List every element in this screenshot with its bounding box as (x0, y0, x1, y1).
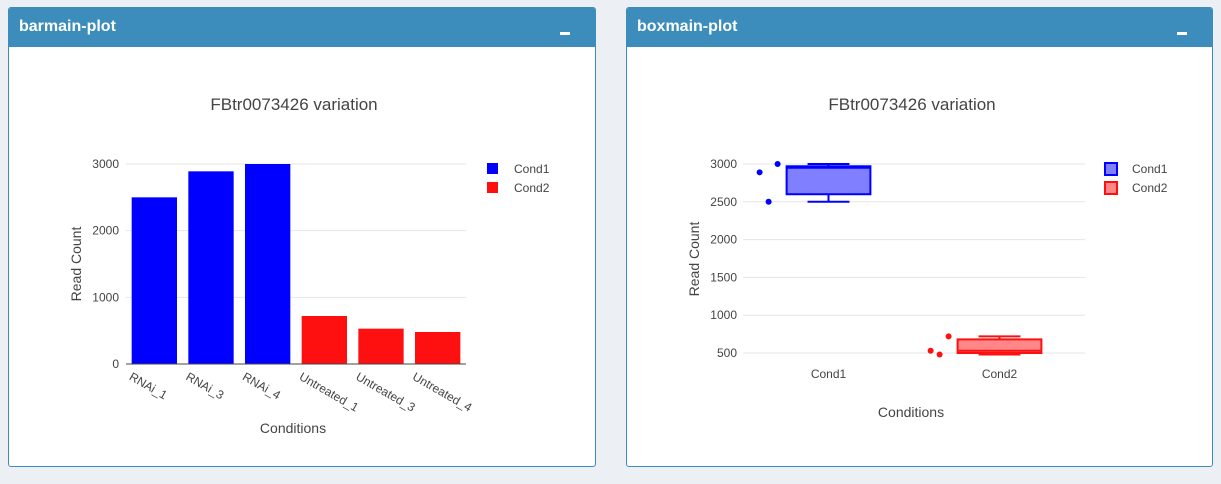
y-tick-label: 1000 (92, 290, 119, 304)
box-chart: FBtr0073426 variation 500 1000 1500 2000 250… (686, 95, 1168, 420)
data-point (927, 347, 934, 354)
minus-icon (560, 32, 570, 35)
x-tick-label: Untreated_3 (354, 369, 418, 414)
y-tick-label: 1500 (710, 270, 737, 284)
data-point (774, 161, 781, 167)
y-tick-label: 1000 (710, 308, 737, 322)
x-tick-label: Cond1 (811, 367, 847, 381)
bar (415, 332, 461, 364)
collapse-button[interactable] (1174, 18, 1190, 38)
x-tick-label: RNAi_4 (240, 369, 283, 402)
x-tick-label: RNAi_1 (127, 369, 170, 402)
data-point (765, 198, 772, 205)
data-point (756, 169, 763, 176)
x-tick-label: Untreated_1 (297, 369, 361, 414)
y-axis-title: Read Count (686, 222, 702, 297)
legend-swatch (1104, 162, 1118, 176)
x-axis-title: Conditions (878, 404, 944, 420)
bar (358, 328, 404, 364)
panel-title: barmain-plot (19, 18, 116, 35)
x-tick-label: RNAi_3 (184, 369, 227, 402)
legend-swatch (487, 182, 498, 193)
legend-swatch (487, 163, 498, 174)
panel-header: barmain-plot (9, 8, 595, 47)
legend-swatch (1104, 181, 1118, 195)
bar (301, 316, 347, 364)
boxmain-plot-panel: boxmain-plot FBtr0073426 variation 500 10… (626, 7, 1213, 467)
legend-label: Cond1 (514, 162, 550, 176)
x-axis-title: Conditions (260, 420, 326, 436)
y-tick-label: 2500 (710, 195, 737, 209)
legend-label: Cond1 (1132, 162, 1168, 176)
bar (245, 164, 291, 364)
y-tick-label: 2000 (92, 224, 119, 238)
barmain-plot-panel: barmain-plot FBtr0073426 variation 0 1000… (8, 7, 596, 467)
collapse-button[interactable] (557, 18, 573, 38)
x-tick-label: Untreated_4 (410, 369, 474, 414)
minus-icon (1177, 32, 1187, 35)
bar-chart: FBtr0073426 variation 0 1000 2000 3000 RNAi… (68, 95, 550, 436)
box (956, 338, 1043, 354)
y-tick-label: 2000 (710, 233, 737, 247)
chart-title: FBtr0073426 variation (210, 95, 377, 114)
data-point (936, 351, 943, 358)
y-tick-label: 0 (112, 357, 119, 371)
bar (188, 171, 234, 364)
x-tick-label: Cond2 (982, 367, 1018, 381)
y-tick-label: 3000 (710, 157, 737, 171)
y-tick-label: 500 (717, 346, 737, 360)
data-point (945, 333, 952, 340)
panel-header: boxmain-plot (627, 8, 1212, 47)
panel-title: boxmain-plot (637, 18, 738, 35)
box (785, 165, 872, 196)
y-axis-title: Read Count (68, 227, 84, 302)
y-tick-label: 3000 (92, 157, 119, 171)
legend-label: Cond2 (514, 181, 550, 195)
chart-title: FBtr0073426 variation (828, 95, 995, 114)
legend-label: Cond2 (1132, 181, 1168, 195)
bar (131, 197, 177, 364)
